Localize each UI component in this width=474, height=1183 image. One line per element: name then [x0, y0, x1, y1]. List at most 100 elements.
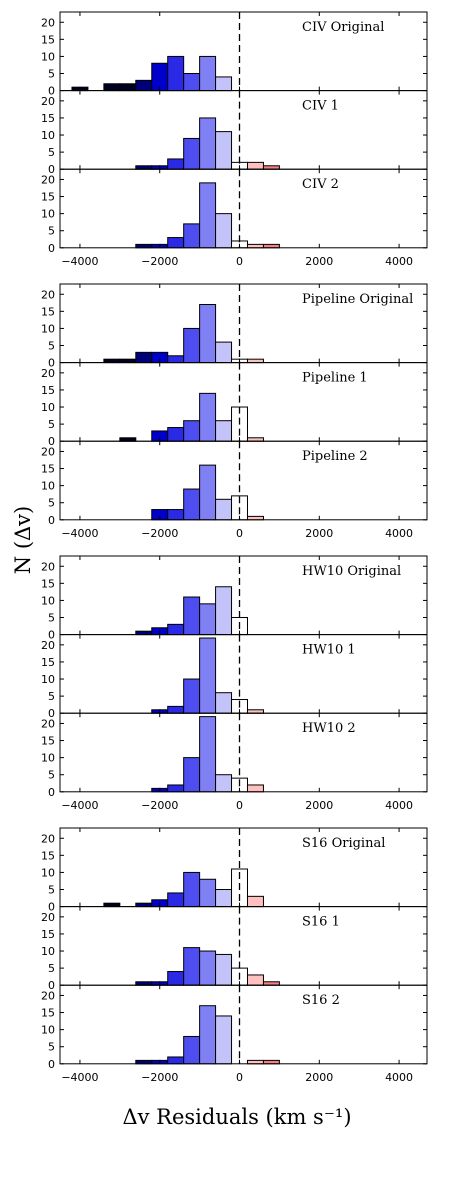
bar: [167, 892, 185, 908]
bar: [183, 223, 201, 249]
bar: [103, 902, 121, 908]
bar: [246, 895, 264, 908]
panel: 0 5 10 15 20 Pipeline Original: [41, 283, 428, 370]
y-tick-label: 5: [48, 497, 55, 510]
bar: [246, 709, 264, 714]
bar: [215, 889, 233, 908]
panel: 0 5 10 15 20 S16 2 −4000 −2000 0 2000 4000: [41, 984, 428, 1084]
panel-label: Pipeline 1: [302, 371, 368, 386]
y-tick-label: 5: [48, 225, 55, 238]
panel-label: HW10 2: [302, 721, 356, 736]
x-tick-label: −2000: [141, 799, 178, 812]
panel: 0 5 10 15 20 HW10 Original: [41, 555, 428, 642]
y-tick-label: 10: [41, 480, 55, 493]
bar: [199, 464, 217, 521]
bar: [119, 83, 137, 92]
bar: [199, 1005, 217, 1065]
y-tick-label: 15: [41, 656, 55, 669]
y-tick-label: 20: [41, 445, 55, 458]
y-tick-label: 0: [48, 1058, 55, 1071]
x-tick-label: 2000: [305, 799, 333, 812]
y-tick-label: 5: [48, 612, 55, 625]
bar: [183, 871, 201, 908]
y-tick-label: 15: [41, 384, 55, 397]
x-tick-label: 2000: [305, 527, 333, 540]
y-tick-label: 5: [48, 418, 55, 431]
bar: [183, 1035, 201, 1065]
y-tick-label: 20: [41, 832, 55, 845]
bar: [215, 586, 233, 636]
x-tick-label: 0: [236, 255, 243, 268]
x-tick-label: 4000: [385, 255, 413, 268]
y-tick-label: 15: [41, 33, 55, 46]
x-tick-label: 4000: [385, 799, 413, 812]
bar: [183, 947, 201, 986]
x-tick-label: 4000: [385, 1071, 413, 1084]
y-tick-label: 10: [41, 752, 55, 765]
y-tick-label: 5: [48, 769, 55, 782]
bar: [215, 213, 233, 249]
panel-label: S16 Original: [302, 836, 385, 851]
bar: [262, 165, 280, 170]
bar: [199, 304, 217, 364]
y-tick-label: 0: [48, 435, 55, 448]
bar: [183, 678, 201, 714]
bar: [262, 243, 280, 249]
bar: [215, 498, 233, 521]
group-pipeline: 0 5 10 15 20 Pipeline Original 0 5 10 15 20 Pipelin…: [41, 283, 428, 540]
bar: [199, 637, 217, 714]
bar: [246, 1059, 264, 1065]
x-tick-label: −2000: [141, 1071, 178, 1084]
histogram-groups: 0 5 10 15 20 CIV Original 0 5 10 15 20 CIV 1 0 5 10 15 2…: [41, 11, 428, 1084]
x-tick-label: −2000: [141, 255, 178, 268]
panel: 0 5 10 15 20 HW10 2 −4000 −2000 0 2000 4000: [41, 712, 428, 812]
bar: [215, 1015, 233, 1065]
x-tick-label: −4000: [61, 527, 98, 540]
bar: [167, 158, 185, 170]
bar: [246, 974, 264, 986]
bar: [199, 878, 217, 908]
y-tick-label: 15: [41, 577, 55, 590]
bar: [183, 757, 201, 793]
y-tick-label: 20: [41, 989, 55, 1002]
y-tick-label: 20: [41, 288, 55, 301]
y-tick-label: 0: [48, 242, 55, 255]
x-tick-label: 0: [236, 527, 243, 540]
bar: [167, 705, 185, 714]
x-tick-label: 4000: [385, 527, 413, 540]
bar: [199, 182, 217, 249]
y-tick-label: 10: [41, 129, 55, 142]
x-tick-label: 2000: [305, 1071, 333, 1084]
bar: [262, 1059, 280, 1065]
bar: [199, 603, 217, 636]
y-tick-label: 20: [41, 717, 55, 730]
bar: [183, 327, 201, 364]
y-tick-label: 20: [41, 367, 55, 380]
panel: 0 5 10 15 20 CIV Original: [41, 11, 428, 98]
bar: [183, 420, 201, 442]
y-tick-label: 5: [48, 1041, 55, 1054]
bar: [215, 341, 233, 364]
bar: [246, 243, 264, 249]
panel-frame: [59, 984, 428, 1065]
y-tick-label: 5: [48, 962, 55, 975]
y-tick-label: 15: [41, 112, 55, 125]
y-tick-label: 0: [48, 629, 55, 642]
panel: 0 5 10 15 20 S16 1: [41, 906, 428, 992]
panel-frame: [59, 440, 428, 521]
bar: [199, 55, 217, 92]
y-tick-label: 15: [41, 191, 55, 204]
bar: [246, 784, 264, 793]
x-tick-label: −4000: [61, 799, 98, 812]
bar: [167, 355, 185, 364]
y-tick-label: 10: [41, 208, 55, 221]
bar: [246, 161, 264, 170]
bar: [246, 437, 264, 442]
y-tick-label: 10: [41, 866, 55, 879]
bar: [135, 902, 153, 908]
bar: [199, 392, 217, 442]
y-tick-label: 20: [41, 639, 55, 652]
bar: [167, 784, 185, 793]
bar: [199, 117, 217, 170]
